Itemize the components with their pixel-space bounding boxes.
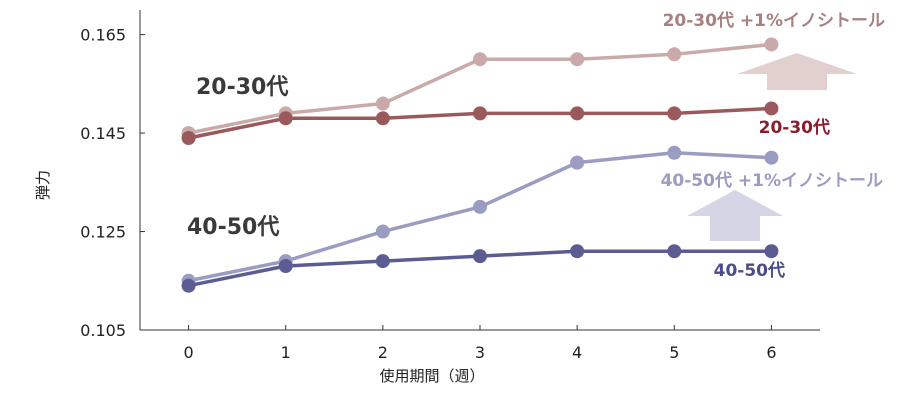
series-label-40-50: 40-50代 <box>714 260 785 281</box>
y-axis-label: 弾力 <box>34 170 52 200</box>
improvement-arrow-20-30 <box>737 53 857 90</box>
data-point <box>473 249 487 264</box>
y-tick-label: 0.165 <box>80 26 126 45</box>
x-tick-label: 1 <box>281 343 291 362</box>
data-point <box>764 101 779 116</box>
data-point <box>375 224 390 239</box>
x-tick-label: 0 <box>183 343 193 362</box>
data-point <box>667 47 682 62</box>
data-point <box>473 52 487 67</box>
data-point <box>278 259 293 273</box>
improvement-arrow-40-50 <box>687 190 783 241</box>
series-label-20-30-inositol: 20-30代 +1%イノシトール <box>663 10 885 31</box>
series-label-20-30: 20-30代 <box>759 117 830 138</box>
data-point <box>473 199 487 214</box>
data-point <box>764 244 779 259</box>
data-point <box>570 155 585 170</box>
x-tick-label: 2 <box>378 343 388 362</box>
x-axis-label: 使用期間（週） <box>379 367 484 385</box>
group-label-40-50: 40-50代 <box>187 215 279 240</box>
data-point <box>570 52 585 67</box>
data-point <box>375 254 390 269</box>
data-point <box>764 37 779 52</box>
data-point <box>667 145 682 160</box>
data-point <box>181 131 196 145</box>
data-point <box>375 111 390 126</box>
data-point <box>764 150 779 165</box>
x-tick-label: 5 <box>669 343 679 362</box>
data-point <box>473 106 487 121</box>
x-tick-label: 4 <box>572 343 582 362</box>
y-tick-label: 0.105 <box>80 321 126 340</box>
data-point <box>667 106 682 121</box>
y-tick-label: 0.125 <box>80 223 126 242</box>
series-label-40-50-inositol: 40-50代 +1%イノシトール <box>661 170 883 191</box>
data-point <box>278 111 293 126</box>
x-tick-label: 6 <box>766 343 776 362</box>
data-point <box>570 106 585 121</box>
group-label-20-30: 20-30代 <box>196 75 288 100</box>
data-point <box>667 244 682 259</box>
data-point <box>181 278 196 293</box>
data-point <box>570 244 585 259</box>
y-tick-label: 0.145 <box>80 124 126 143</box>
data-point <box>375 96 390 111</box>
x-tick-label: 3 <box>475 343 485 362</box>
